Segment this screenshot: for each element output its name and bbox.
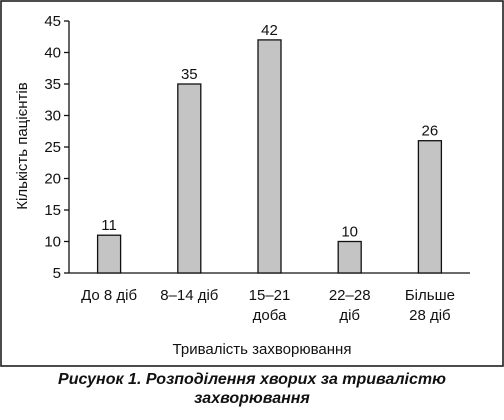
y-tick-label: 25 [44,139,61,156]
x-tick-label: діб [339,307,360,324]
x-tick-label: Більше [405,287,455,304]
data-labels: 11 35 42 10 26 [101,22,438,241]
bars [96,39,443,274]
figure-caption: Рисунок 1. Розподілення хворих за тривал… [0,370,504,408]
bar [257,39,282,274]
y-axis-title: Кількість пацієнтів [14,82,31,209]
x-tick-label: 28 діб [409,307,451,324]
y-tick-label: 20 [44,171,61,188]
bar-chart: 5 10 15 20 25 30 35 40 45 11 35 42 10 26 До 8 діб 8–1… [0,0,504,367]
x-tick-label: доба [253,307,287,324]
bar-value-label: 26 [422,123,439,140]
bar-value-label: 11 [101,217,117,234]
bar-value-label: 10 [341,224,358,241]
bar-value-label: 42 [261,22,278,39]
x-axis-title: Тривалість захворювання [173,341,352,358]
y-axis: 5 10 15 20 25 30 35 40 45 [44,13,70,282]
bar [96,234,122,274]
y-tick-label: 45 [44,13,61,30]
bar [417,140,443,274]
y-tick-label: 35 [44,76,61,93]
y-tick-label: 30 [44,108,61,125]
y-tick-label: 5 [53,265,61,282]
caption-line-2: захворювання [194,390,310,407]
caption-line-1: Рисунок 1. Розподілення хворих за тривал… [58,371,446,388]
chart-frame [0,0,504,367]
x-tick-label: 15–21 [249,287,291,304]
bar-value-label: 35 [181,66,198,83]
y-tick-label: 40 [44,45,61,62]
x-tick-label: До 8 діб [81,287,137,304]
y-tick-label: 15 [44,202,61,219]
x-tick-label: 22–28 [329,287,371,304]
bar [337,240,362,274]
bar [177,83,202,274]
x-tick-labels: До 8 діб 8–14 діб 15–21 доба 22–28 діб Більше 2… [81,287,455,324]
chart-canvas: 5 10 15 20 25 30 35 40 45 11 35 42 10 26 До 8 діб 8–1… [0,0,504,367]
x-tick-label: 8–14 діб [160,287,218,304]
y-tick-label: 10 [44,234,61,251]
